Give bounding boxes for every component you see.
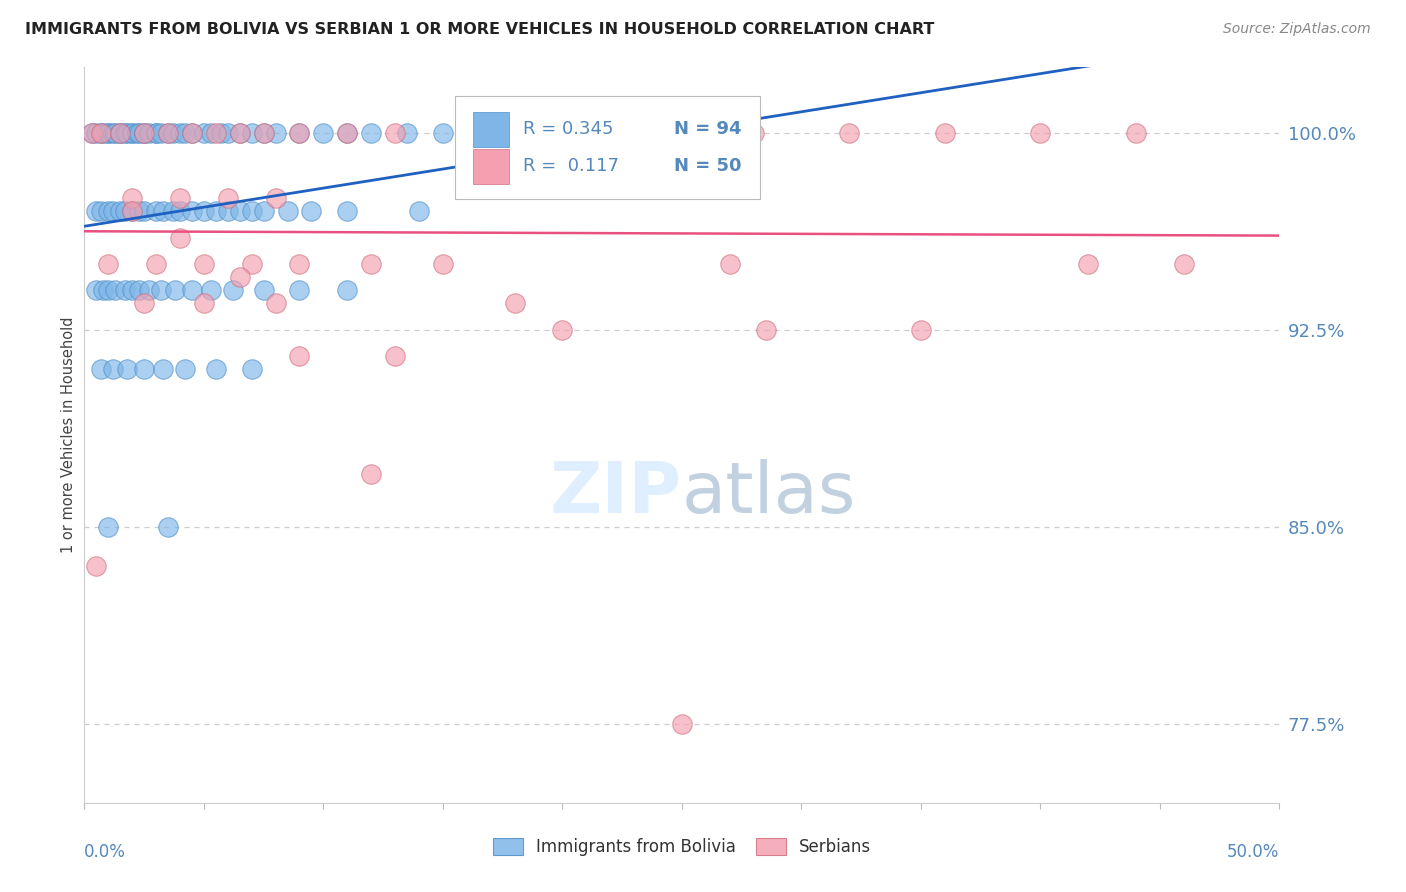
Text: R = 0.345: R = 0.345 [523, 120, 613, 138]
FancyBboxPatch shape [456, 96, 759, 200]
Text: Source: ZipAtlas.com: Source: ZipAtlas.com [1223, 22, 1371, 37]
Text: N = 50: N = 50 [673, 157, 742, 175]
Text: ZIP: ZIP [550, 459, 682, 528]
Text: IMMIGRANTS FROM BOLIVIA VS SERBIAN 1 OR MORE VEHICLES IN HOUSEHOLD CORRELATION C: IMMIGRANTS FROM BOLIVIA VS SERBIAN 1 OR … [25, 22, 935, 37]
Legend: Immigrants from Bolivia, Serbians: Immigrants from Bolivia, Serbians [484, 830, 880, 864]
FancyBboxPatch shape [472, 112, 509, 147]
Text: atlas: atlas [682, 459, 856, 528]
Text: N = 94: N = 94 [673, 120, 742, 138]
Text: 0.0%: 0.0% [84, 843, 127, 862]
Text: R =  0.117: R = 0.117 [523, 157, 619, 175]
Text: 50.0%: 50.0% [1227, 843, 1279, 862]
FancyBboxPatch shape [472, 149, 509, 184]
Y-axis label: 1 or more Vehicles in Household: 1 or more Vehicles in Household [60, 317, 76, 553]
